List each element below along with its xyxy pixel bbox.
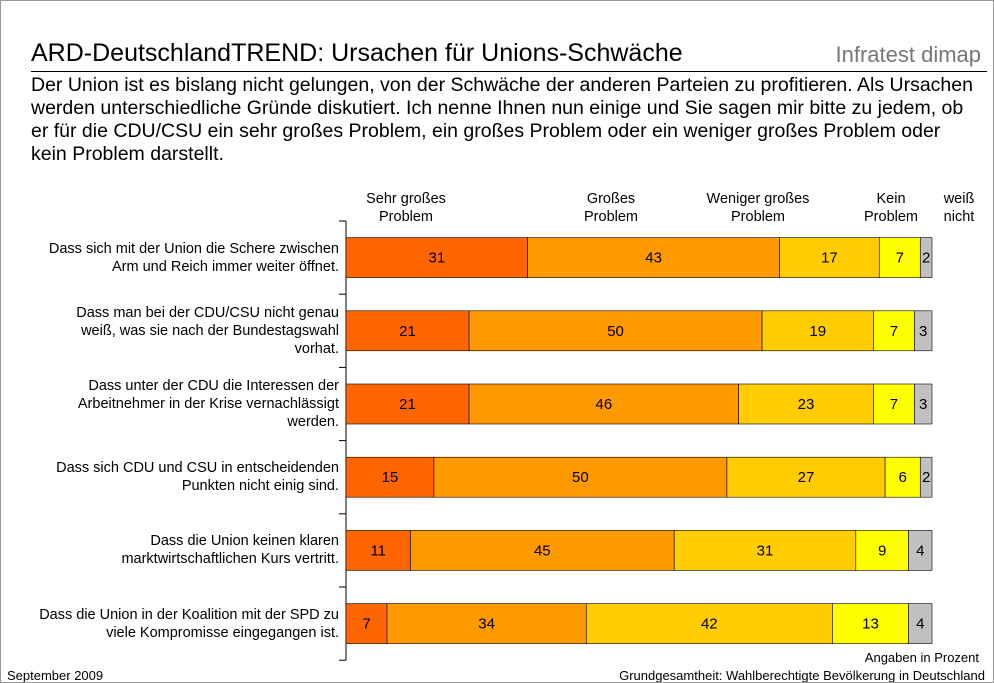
value-label: 7 (890, 396, 898, 413)
value-label: 4 (916, 542, 924, 559)
value-label: 7 (362, 616, 370, 633)
category-text: Dass man bei der CDU/CSU nicht genau wei… (76, 304, 339, 357)
value-label: 15 (382, 469, 399, 486)
value-label: 19 (809, 323, 826, 340)
brand: Infratest dimap (835, 42, 981, 67)
value-label: 43 (645, 250, 662, 267)
category-label: Dass die Union keinen klaren marktwirtsc… (6, 514, 339, 587)
value-label: 13 (862, 616, 879, 633)
bar-segment (410, 530, 675, 571)
value-label: 34 (478, 616, 495, 633)
legend-label: Großes Problem (584, 191, 638, 225)
value-label: 2 (922, 250, 930, 267)
value-label: 42 (701, 616, 718, 633)
legend-label: Kein Problem (864, 191, 918, 225)
value-label: 46 (595, 396, 612, 413)
bar-segment (345, 237, 528, 278)
value-label: 17 (821, 250, 838, 267)
value-label: 21 (399, 323, 416, 340)
value-label: 6 (899, 469, 907, 486)
category-text: Dass die Union keinen klaren marktwirtsc… (121, 533, 339, 568)
unit-note: Angaben in Prozent (864, 650, 979, 665)
bar-segment (908, 530, 933, 571)
bar-segment (884, 456, 921, 498)
bar-segment (914, 383, 933, 425)
value-label: 31 (757, 542, 774, 559)
title-rule (31, 71, 987, 72)
category-label: Dass sich CDU und CSU in entscheidenden … (6, 441, 339, 514)
bar-segment (873, 383, 915, 425)
bar-segment (738, 383, 874, 425)
value-label: 2 (922, 469, 930, 486)
category-text: Dass sich CDU und CSU in entscheidenden … (56, 460, 339, 495)
category-label: Dass sich mit der Union die Schere zwisc… (6, 221, 339, 294)
bar-segment (345, 603, 388, 644)
bar-segment (433, 456, 728, 498)
value-label: 9 (878, 542, 886, 559)
bar-segment (779, 237, 880, 278)
bar-segment (345, 530, 411, 571)
bar-segment (468, 383, 739, 425)
bar-segment (673, 530, 857, 571)
bar-segment (832, 603, 909, 644)
bar-segment (855, 530, 909, 571)
value-label: 3 (919, 396, 927, 413)
category-label: Dass man bei der CDU/CSU nicht genau wei… (6, 294, 339, 367)
bar-segment (908, 603, 933, 644)
bar-segment (345, 456, 435, 498)
source: Grundgesamtheit: Wahlberechtigte Bevölke… (619, 668, 985, 683)
value-label: 45 (534, 542, 551, 559)
value-label: 23 (798, 396, 815, 413)
category-text: Dass sich mit der Union die Schere zwisc… (48, 240, 339, 275)
bar-segment (527, 237, 780, 278)
value-label: 31 (428, 250, 445, 267)
bar-segment (761, 310, 874, 352)
value-label: 7 (896, 250, 904, 267)
date: September 2009 (7, 668, 104, 683)
bar-segment (914, 310, 933, 352)
bar-segment (345, 383, 470, 425)
value-label: 50 (607, 323, 624, 340)
subtitle: Der Union ist es bislang nicht gelungen,… (31, 74, 973, 165)
category-label: Dass die Union in der Koalition mit der … (6, 587, 339, 660)
bar-segment (873, 310, 915, 352)
category-text: Dass unter der CDU die Interessen der Ar… (77, 377, 339, 430)
title: ARD-DeutschlandTREND: Ursachen für Union… (31, 39, 683, 67)
value-label: 3 (919, 323, 927, 340)
legend-label: Weniger großes Problem (706, 191, 810, 225)
value-label: 21 (399, 396, 416, 413)
bar-segment (585, 603, 833, 644)
bar-segment (919, 237, 933, 278)
category-label: Dass unter der CDU die Interessen der Ar… (6, 367, 339, 440)
category-text: Dass die Union in der Koalition mit der … (39, 606, 339, 641)
value-label: 11 (370, 542, 386, 559)
value-label: 27 (798, 469, 815, 486)
value-label: 50 (572, 469, 589, 486)
legend-label: Sehr großes Problem (366, 191, 446, 225)
bar-segment (345, 310, 470, 352)
value-label: 4 (916, 616, 924, 633)
bar-segment (919, 456, 933, 498)
legend-label: weiß nicht (943, 191, 975, 225)
bar-segment (726, 456, 886, 498)
value-label: 7 (890, 323, 898, 340)
